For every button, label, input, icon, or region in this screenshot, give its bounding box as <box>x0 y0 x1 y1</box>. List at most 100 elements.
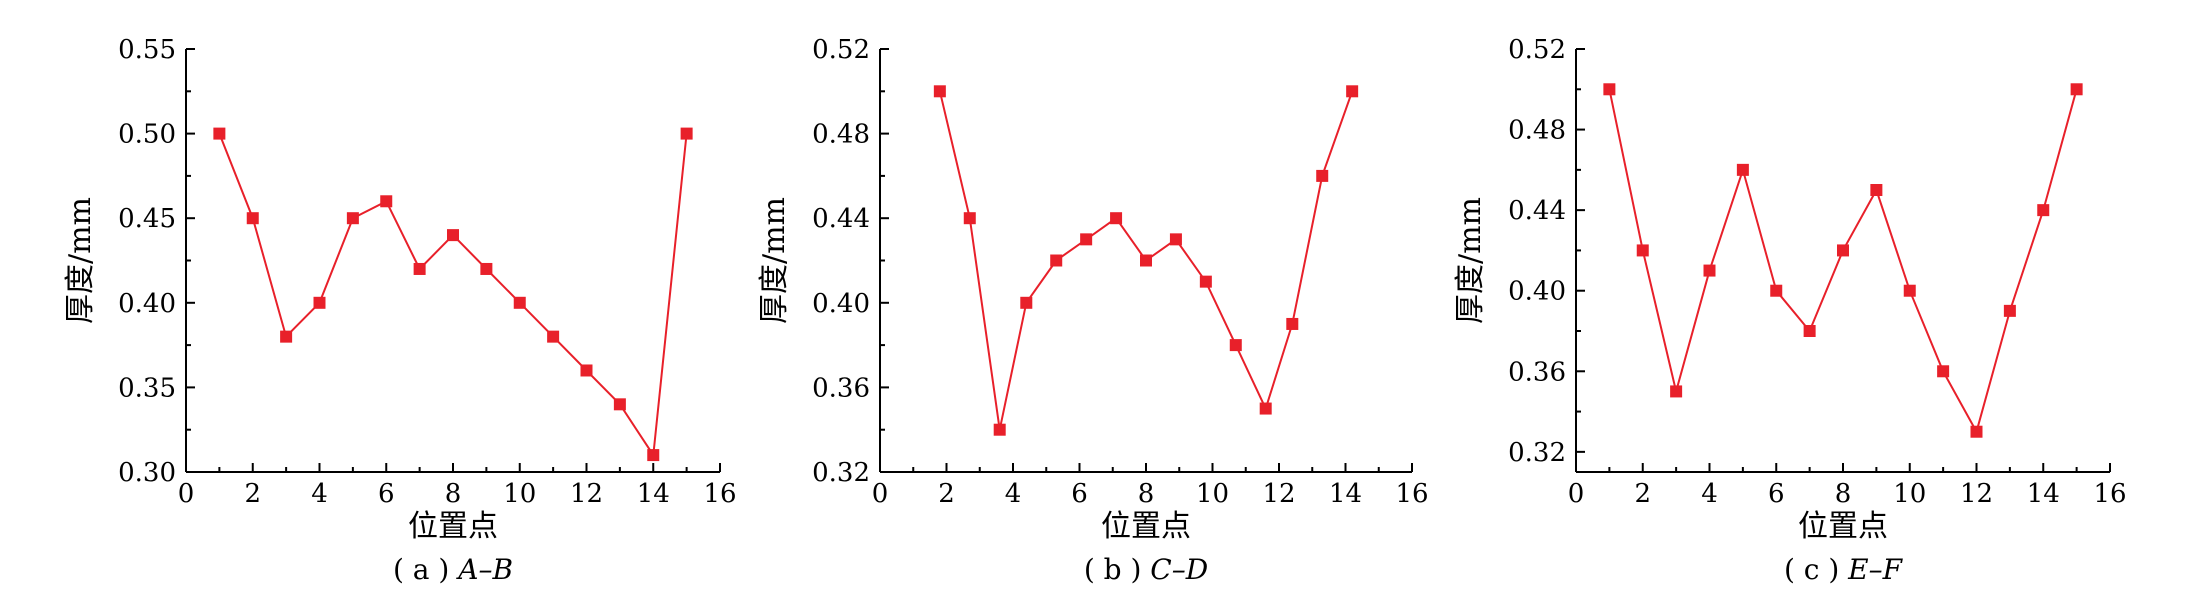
caption-prefix: ( a ) <box>393 553 458 586</box>
data-point <box>1259 402 1272 415</box>
y-tick-label: 0.52 <box>1508 35 1566 65</box>
x-tick-label: 16 <box>1395 479 1428 509</box>
x-tick-label: 2 <box>244 479 261 509</box>
y-tick-label: 0.40 <box>1508 277 1566 307</box>
x-axis-label: 位置点 <box>408 509 498 544</box>
x-tick-label: 8 <box>1835 479 1852 509</box>
x-tick-label: 12 <box>1960 479 1993 509</box>
data-point <box>1169 233 1182 246</box>
x-axis-label: 位置点 <box>1101 509 1191 544</box>
x-tick-label: 10 <box>1893 479 1926 509</box>
data-point <box>1050 254 1063 267</box>
data-point <box>1903 284 1916 297</box>
chart-panel-1: 0 2 4 6 8 10 12 14 16 0.32 0.36 0.40 0.44 0.48 0.52 位置点… <box>757 35 1429 586</box>
data-point <box>1837 244 1849 257</box>
data-point <box>1636 244 1649 257</box>
data-point <box>963 212 976 225</box>
data-point <box>547 330 560 343</box>
x-tick-label: 10 <box>1196 479 1229 509</box>
x-axis-label: 位置点 <box>1798 509 1888 544</box>
data-point <box>246 212 259 225</box>
panel-caption: ( b ) C–D <box>1084 553 1208 586</box>
x-tick-label: 8 <box>1138 479 1155 509</box>
data-point <box>447 229 459 242</box>
data-point <box>993 423 1006 436</box>
panel-caption: ( a ) A–B <box>393 553 513 586</box>
data-point <box>1937 365 1950 378</box>
data-point <box>1703 264 1716 277</box>
x-tick-label: 0 <box>1568 479 1585 509</box>
x-tick-label: 14 <box>2027 479 2060 509</box>
y-tick-label: 0.36 <box>1508 357 1566 387</box>
y-tick-label: 0.40 <box>812 289 870 319</box>
y-axis-label: 厚度/mm <box>757 197 792 324</box>
x-tick-label: 0 <box>178 479 195 509</box>
data-point <box>1199 275 1212 288</box>
x-tick-label: 4 <box>1701 479 1718 509</box>
x-tick-label: 4 <box>1005 479 1022 509</box>
data-point <box>380 195 393 208</box>
data-point <box>613 398 626 411</box>
data-point <box>1286 317 1299 330</box>
data-point <box>1110 212 1123 225</box>
caption-label: A–B <box>455 553 513 586</box>
x-tick-label: 12 <box>570 479 603 509</box>
y-tick-label: 0.55 <box>118 35 176 65</box>
y-tick-label: 0.35 <box>118 373 176 403</box>
data-point <box>2070 83 2083 96</box>
data-point <box>513 296 526 309</box>
x-tick-label: 6 <box>1768 479 1785 509</box>
y-tick-label: 0.48 <box>812 120 870 150</box>
y-tick-label: 0.32 <box>812 458 870 488</box>
chart-panel-2: 0 2 4 6 8 10 12 14 16 0.32 0.36 0.40 0.44 0.48 0.52 位置点… <box>1453 35 2127 586</box>
data-point <box>1080 233 1093 246</box>
y-tick-label: 0.45 <box>118 204 176 234</box>
data-point <box>1020 296 1033 309</box>
x-tick-label: 12 <box>1262 479 1295 509</box>
data-point <box>1870 184 1883 196</box>
data-point <box>1603 83 1616 96</box>
data-point <box>680 127 693 140</box>
y-tick-label: 0.36 <box>812 373 870 403</box>
y-axis-label: 厚度/mm <box>63 197 98 324</box>
x-tick-label: 16 <box>703 479 736 509</box>
data-point <box>1346 85 1359 98</box>
y-tick-label: 0.44 <box>1508 196 1566 226</box>
data-point <box>1670 385 1683 398</box>
series-line <box>1608 89 2078 435</box>
data-point <box>933 85 946 98</box>
data-point <box>1140 254 1152 267</box>
x-tick-label: 14 <box>637 479 670 509</box>
x-tick-label: 4 <box>311 479 328 509</box>
x-tick-label: 8 <box>445 479 462 509</box>
caption-prefix: ( b ) <box>1084 553 1150 586</box>
data-point <box>1803 325 1816 337</box>
x-tick-label: 10 <box>503 479 536 509</box>
y-tick-label: 0.44 <box>812 204 870 234</box>
caption-label: C–D <box>1150 553 1208 586</box>
x-tick-label: 16 <box>2093 479 2126 509</box>
data-point <box>1970 425 1983 438</box>
data-point <box>1770 284 1783 297</box>
y-tick-label: 0.30 <box>118 458 176 488</box>
x-tick-label: 0 <box>872 479 889 509</box>
data-point <box>480 262 493 275</box>
data-point <box>313 296 326 309</box>
x-tick-label: 2 <box>1634 479 1651 509</box>
data-point <box>413 262 426 275</box>
data-point <box>2003 304 2016 317</box>
y-tick-label: 0.40 <box>118 289 176 319</box>
y-tick-label: 0.32 <box>1508 438 1566 468</box>
data-point <box>1316 169 1329 182</box>
y-tick-label: 0.48 <box>1508 116 1566 146</box>
y-axis-label: 厚度/mm <box>1453 197 1488 324</box>
caption-prefix: ( c ) <box>1784 553 1848 586</box>
data-point <box>346 212 359 225</box>
chart-panel-0: 0 2 4 6 8 10 12 14 16 0.30 0.35 0.40 0.45 0.50 0.55 位置点… <box>63 35 737 586</box>
x-tick-label: 6 <box>1071 479 1088 509</box>
panel-caption: ( c ) E–F <box>1784 553 1904 586</box>
x-tick-label: 6 <box>378 479 395 509</box>
x-tick-label: 14 <box>1329 479 1362 509</box>
y-tick-label: 0.50 <box>118 120 176 150</box>
